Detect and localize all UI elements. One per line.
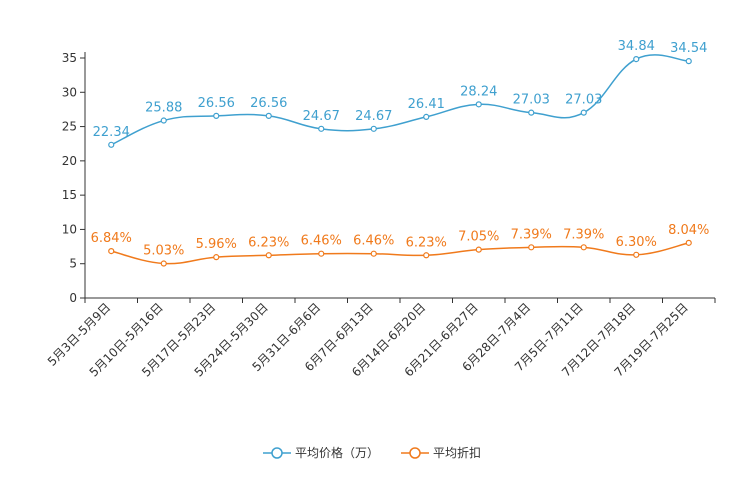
data-point-avg-discount[interactable]: [633, 251, 640, 258]
data-label-avg-discount: 6.46%: [301, 234, 342, 249]
data-label-avg-discount: 7.39%: [511, 227, 552, 242]
data-point-avg-price[interactable]: [213, 112, 220, 119]
data-point-avg-price[interactable]: [580, 109, 587, 116]
series-line-avg-discount: [111, 242, 689, 265]
y-tick-label: 30: [62, 85, 77, 99]
data-point-avg-discount[interactable]: [265, 252, 272, 259]
data-point-avg-price[interactable]: [633, 55, 640, 63]
data-point-avg-discount[interactable]: [160, 260, 167, 267]
data-point-avg-discount[interactable]: [370, 250, 377, 257]
data-point-avg-price[interactable]: [318, 125, 325, 132]
data-point-avg-price[interactable]: [370, 125, 377, 132]
legend-line-marker-icon: [401, 446, 429, 459]
data-point-avg-discount[interactable]: [580, 244, 587, 251]
data-label-avg-discount: 6.84%: [91, 231, 132, 246]
y-tick-label: 20: [62, 154, 77, 168]
data-point-avg-price[interactable]: [160, 117, 167, 124]
y-tick-label: 0: [69, 291, 77, 305]
data-labels: 22.34 25.88 26.56 26.56 24.67 24.67 26.41 28.24…: [91, 39, 710, 258]
data-point-avg-price[interactable]: [528, 109, 535, 116]
y-tick-label: 35: [62, 51, 77, 65]
data-label-avg-price: 34.84: [618, 39, 655, 54]
data-point-avg-price[interactable]: [685, 58, 692, 65]
data-label-avg-price: 26.41: [408, 97, 445, 112]
data-label-avg-price: 26.56: [198, 96, 235, 111]
data-label-avg-price: 24.67: [355, 109, 392, 124]
data-label-avg-discount: 6.30%: [616, 235, 657, 250]
data-label-avg-discount: 6.46%: [353, 234, 394, 249]
data-point-avg-price[interactable]: [423, 113, 430, 121]
data-label-avg-discount: 5.03%: [143, 244, 184, 259]
series-layer: [108, 54, 692, 267]
legend-label: 平均折扣: [433, 446, 482, 460]
data-point-avg-discount[interactable]: [108, 247, 115, 255]
data-point-avg-discount[interactable]: [528, 244, 535, 251]
legend-item-avg-discount[interactable]: 平均折扣: [401, 444, 481, 461]
y-tick-label: 25: [62, 120, 77, 134]
legend-line-marker-icon: [262, 446, 291, 459]
data-label-avg-price: 22.34: [93, 125, 130, 140]
data-point-avg-discount[interactable]: [318, 250, 325, 257]
data-point-avg-discount[interactable]: [685, 239, 692, 246]
data-point-avg-discount[interactable]: [423, 252, 430, 259]
data-label-avg-discount: 5.96%: [196, 237, 237, 252]
data-label-avg-discount: 6.23%: [406, 235, 447, 250]
legend-item-avg-price[interactable]: 平均价格（万）: [262, 444, 379, 461]
data-label-avg-discount: 6.23%: [248, 235, 289, 250]
data-label-avg-price: 25.88: [145, 101, 182, 116]
data-label-avg-discount: 8.04%: [668, 223, 709, 238]
data-point-avg-discount[interactable]: [213, 254, 220, 261]
y-tick-label: 15: [62, 188, 77, 202]
data-label-avg-price: 26.56: [250, 96, 287, 111]
data-point-avg-price[interactable]: [108, 141, 115, 148]
y-tick-label: 5: [69, 257, 77, 271]
data-label-avg-price: 27.03: [565, 93, 602, 108]
data-point-avg-discount[interactable]: [475, 246, 482, 253]
data-label-avg-price: 34.54: [670, 41, 707, 56]
data-point-avg-price[interactable]: [475, 101, 482, 108]
data-label-avg-price: 24.67: [303, 109, 340, 124]
data-label-avg-price: 27.03: [513, 93, 550, 108]
legend: 平均价格（万） 平均折扣: [0, 444, 744, 461]
data-point-avg-price[interactable]: [265, 112, 272, 119]
y-tick-label: 10: [62, 222, 77, 236]
legend-label: 平均价格（万）: [294, 446, 379, 460]
data-label-avg-discount: 7.39%: [563, 227, 604, 242]
data-label-avg-discount: 7.05%: [458, 230, 499, 245]
data-label-avg-price: 28.24: [460, 84, 497, 99]
